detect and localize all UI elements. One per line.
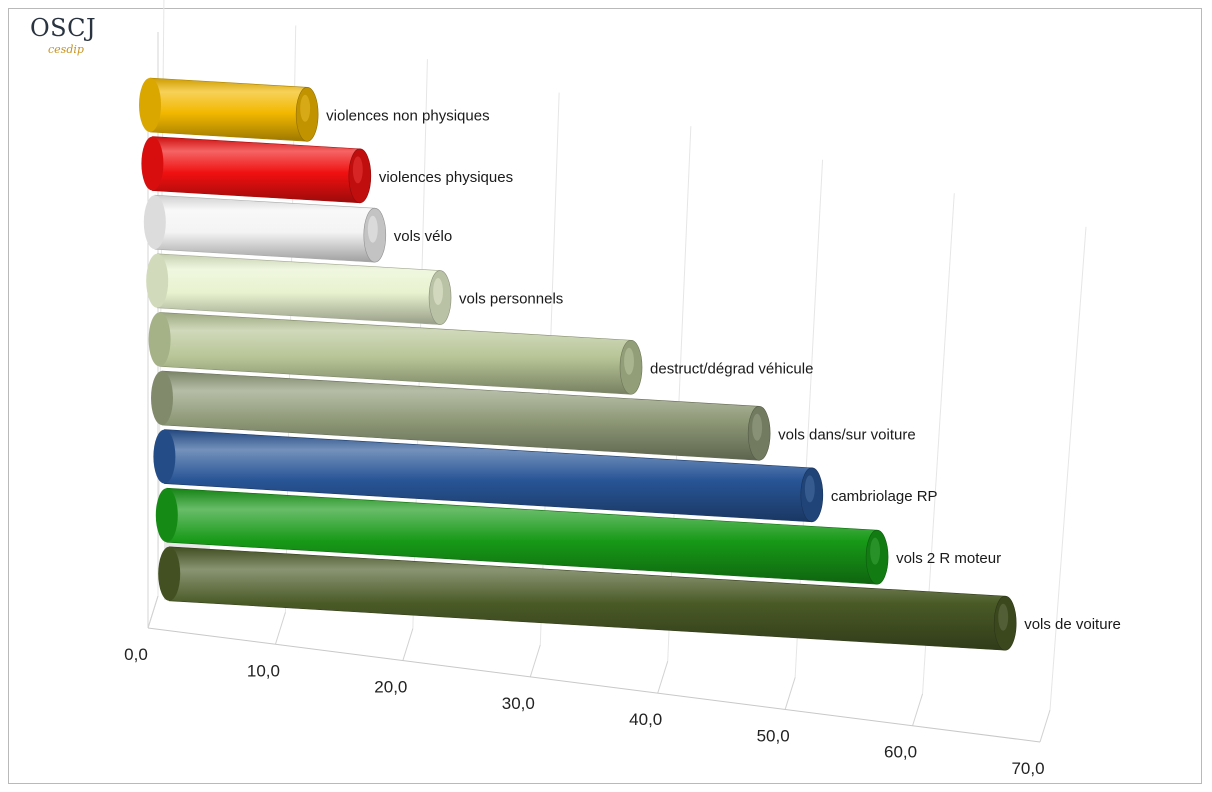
- bar-body: [152, 136, 361, 204]
- bar-cap-left: [158, 546, 181, 601]
- bar-label: vols dans/sur voiture: [778, 426, 916, 443]
- floor-gridline: [402, 628, 414, 661]
- bar-cap-left: [153, 429, 176, 484]
- bar-cap-highlight: [804, 475, 815, 503]
- oscj-logo: OSCJ cesdip: [30, 14, 110, 64]
- bar-cap-right: [993, 595, 1017, 651]
- bar-cap-left: [146, 253, 169, 308]
- bar-cap-highlight: [752, 413, 763, 441]
- tick-label: 30,0: [502, 694, 535, 713]
- bar-cap-right: [747, 405, 771, 461]
- bar: [146, 253, 452, 325]
- bar-cap-highlight: [433, 278, 444, 306]
- bar-cap-left: [148, 312, 171, 367]
- bar-cap-right: [865, 529, 889, 585]
- bar-cap-left: [139, 78, 161, 132]
- floor-gridline: [147, 595, 159, 629]
- floor-gridline: [529, 644, 541, 678]
- bar: [158, 546, 1017, 651]
- bar-body: [156, 253, 441, 325]
- tick-label: 50,0: [757, 726, 790, 745]
- floor-gridline: [784, 677, 796, 710]
- bar-cap-right: [348, 148, 372, 204]
- bar-cap-left: [143, 195, 166, 250]
- gridline: [1049, 226, 1087, 711]
- bar-cap-right: [800, 467, 824, 523]
- bar-cap-right: [428, 270, 452, 325]
- bar: [148, 312, 643, 395]
- tick-label: 10,0: [247, 661, 280, 680]
- bar: [139, 77, 319, 142]
- bar-label: vols vélo: [394, 228, 452, 245]
- bar-label: cambriolage RP: [831, 488, 938, 505]
- bar-cap-highlight: [870, 537, 881, 565]
- bar: [151, 370, 771, 461]
- bar-label: destruct/dégrad véhicule: [650, 360, 813, 377]
- bar-cap-right: [619, 339, 643, 395]
- bar-cap-highlight: [624, 347, 634, 375]
- bar-label: vols de voiture: [1024, 616, 1121, 633]
- bar: [153, 429, 824, 523]
- bar-cap-highlight: [998, 603, 1009, 631]
- bar-body: [154, 194, 376, 263]
- tick-label: 60,0: [884, 743, 917, 762]
- bar-label: violences non physiques: [326, 107, 489, 124]
- tick-label: 40,0: [629, 710, 662, 729]
- bar-cap-highlight: [352, 156, 363, 184]
- x-axis: 0,0 10,0 20,0 30,0 40,0 50,0 60,0 70,0: [124, 627, 1045, 778]
- tick-label: 0,0: [124, 645, 148, 664]
- tick-label: 70,0: [1011, 759, 1044, 778]
- logo-subtext: cesdip: [48, 43, 84, 56]
- floor-gridline: [274, 612, 286, 645]
- bar-cap-left: [141, 136, 164, 191]
- bar-cap-right: [295, 86, 319, 142]
- bar-label: vols 2 R moteur: [896, 550, 1001, 567]
- floor-gridline: [1039, 709, 1051, 743]
- bar: [155, 487, 889, 585]
- bar-label: violences physiques: [379, 169, 513, 186]
- bar-cap-highlight: [300, 94, 311, 122]
- bars: [139, 77, 1017, 651]
- bar-body: [149, 77, 308, 142]
- logo-text: OSCJ: [30, 14, 97, 42]
- bar-cap-left: [151, 371, 173, 425]
- floor-gridline: [657, 660, 669, 694]
- bar: [143, 194, 387, 263]
- bar-label: vols personnels: [459, 291, 563, 308]
- axis-line: [147, 627, 1041, 743]
- bar-cap-left: [155, 488, 178, 543]
- tick-label: 20,0: [374, 678, 407, 697]
- bar-cap-right: [363, 207, 387, 263]
- bar-labels: violences non physiques violences physiqu…: [326, 107, 1121, 633]
- bar: [141, 136, 372, 204]
- floor-gridline: [912, 693, 924, 726]
- bar-cap-highlight: [367, 215, 378, 243]
